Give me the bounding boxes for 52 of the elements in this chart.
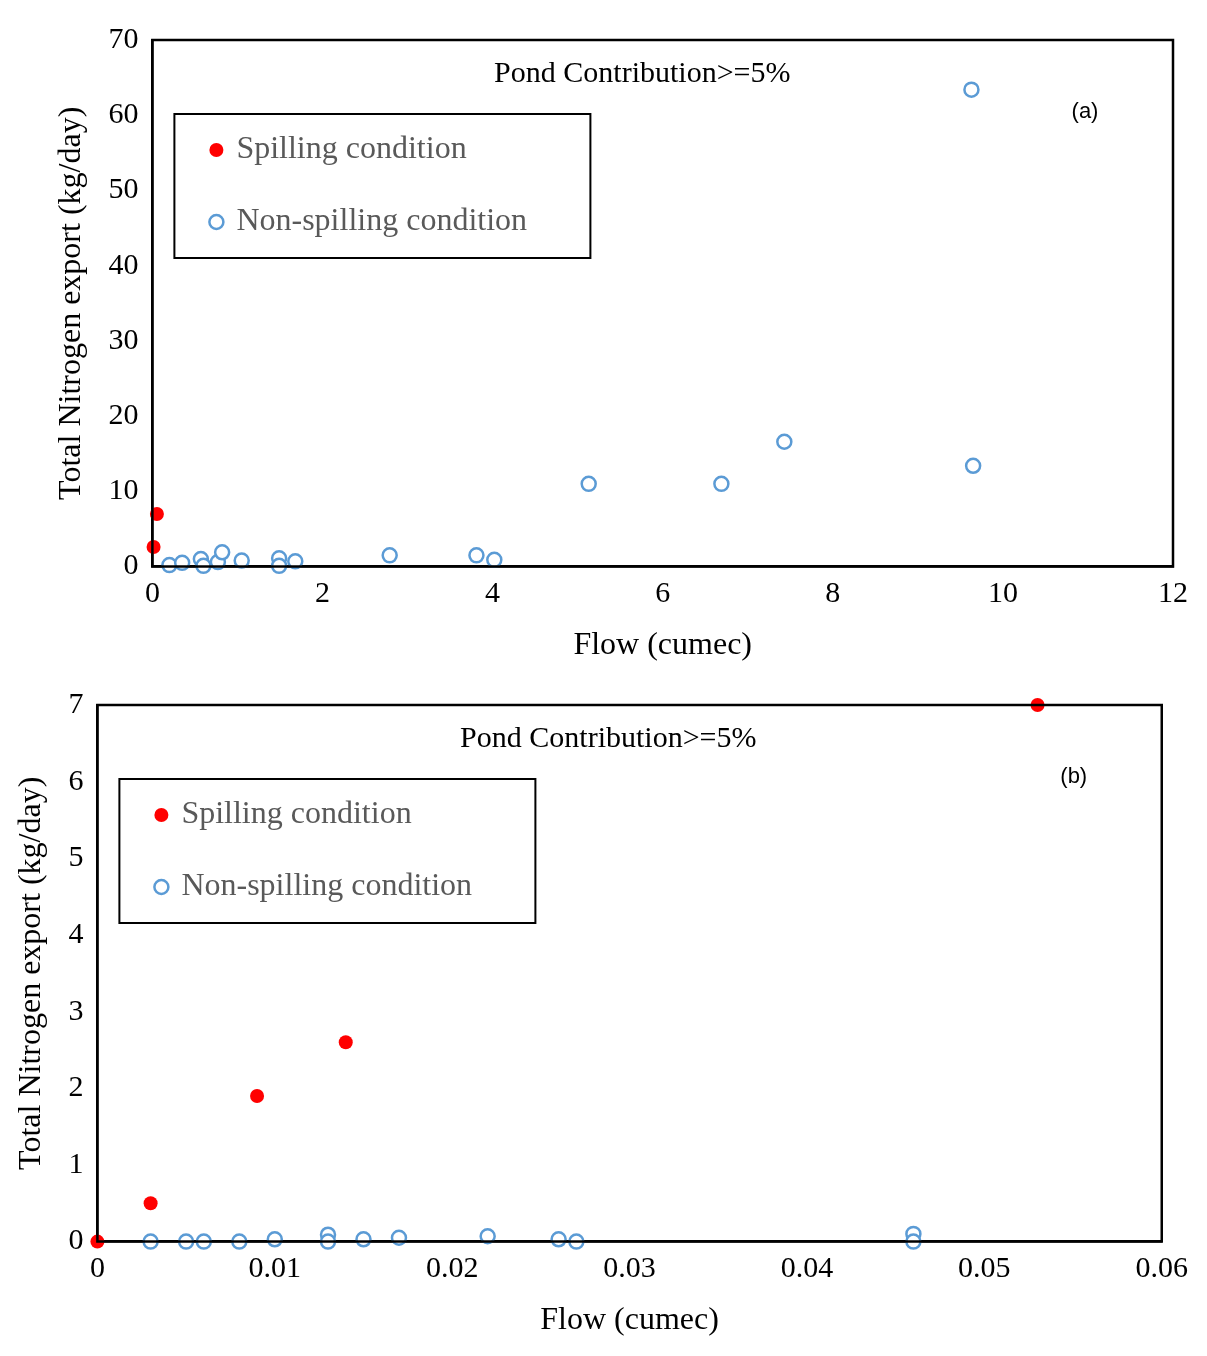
y-tick-label: 4	[68, 915, 84, 949]
annotation: (b)	[1060, 763, 1088, 789]
x-tick-label: 12	[1158, 575, 1188, 609]
y-tick-label: 30	[108, 321, 139, 355]
point	[213, 544, 231, 561]
y-tick-label: 70	[108, 20, 139, 54]
x-tick-label: 0.01	[248, 1250, 302, 1284]
x-axis-title: Flow (cumec)	[540, 1300, 719, 1337]
legend-label: Spilling condition	[181, 794, 412, 831]
y-tick-label: 40	[108, 246, 139, 280]
annotation: (a)	[1071, 98, 1099, 124]
point	[338, 1035, 353, 1050]
point	[776, 433, 793, 450]
y-tick-label: 60	[108, 96, 139, 130]
y-tick-label: 0	[68, 1222, 84, 1256]
point	[250, 1088, 265, 1103]
y-tick-label: 3	[68, 992, 84, 1026]
y-tick-label: 6	[68, 762, 84, 796]
x-axis-title: Flow (cumec)	[573, 625, 752, 662]
y-tick-label: 2	[68, 1069, 84, 1103]
x-tick-label: 0.04	[780, 1250, 834, 1284]
legend-label: Non-spilling condition	[181, 866, 473, 903]
point	[143, 1196, 158, 1211]
x-tick-label: 6	[655, 575, 671, 609]
legend-label: Spilling condition	[236, 129, 467, 166]
text: Pond Contribution>=5%	[460, 719, 757, 753]
x-tick-label: 0.05	[958, 1250, 1011, 1284]
x-tick-label: 0.03	[603, 1250, 656, 1284]
x-tick-label: 8	[825, 575, 841, 609]
y-tick-label: 5	[68, 839, 84, 873]
x-tick-label: 0	[144, 575, 160, 609]
y-axis-title: Total Nitrogen export (kg/day)	[10, 776, 47, 1170]
point	[963, 81, 980, 98]
y-axis-title: Total Nitrogen export (kg/day)	[50, 106, 87, 500]
x-tick-label: 0.06	[1135, 1250, 1188, 1284]
y-tick-label: 20	[108, 397, 139, 431]
x-tick-label: 0.02	[425, 1250, 479, 1284]
x-tick-label: 10	[987, 575, 1018, 609]
y-tick-label: 50	[108, 171, 139, 205]
point	[580, 475, 597, 493]
y-tick-label: 1	[68, 1145, 84, 1179]
x-tick-label: 4	[485, 575, 501, 609]
point	[713, 475, 730, 493]
x-tick-label: 2	[315, 575, 330, 609]
text: Pond Contribution>=5%	[494, 54, 791, 88]
y-tick-label: 0	[123, 547, 139, 581]
point	[964, 457, 982, 475]
y-tick-label: 10	[108, 472, 139, 506]
point	[468, 547, 485, 564]
legend-label: Non-spilling condition	[236, 201, 528, 238]
y-tick-label: 7	[68, 685, 84, 719]
point	[381, 547, 398, 564]
